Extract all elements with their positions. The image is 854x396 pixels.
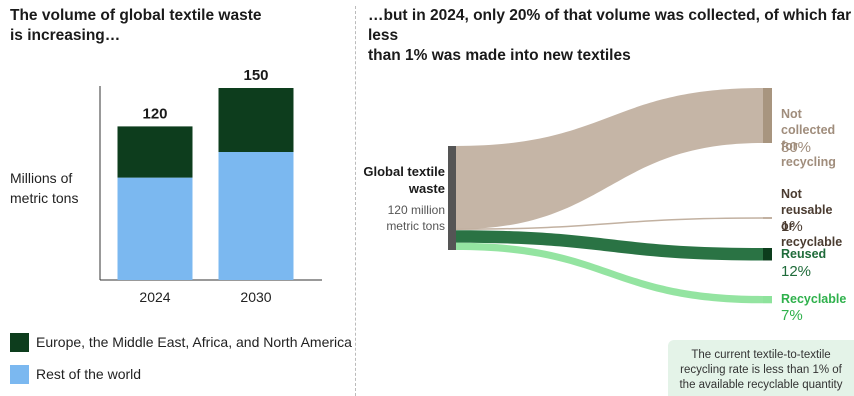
sankey-flow-0 — [456, 88, 763, 230]
legend-label-rest: Rest of the world — [36, 366, 142, 382]
sankey-flow-1 — [455, 217, 764, 230]
sankey-flow-2 — [456, 230, 763, 261]
target-percent-reused: 12% — [781, 263, 812, 280]
sankey-target-node-2 — [763, 248, 772, 261]
bar-total-label-2030: 150 — [243, 67, 268, 84]
bar-europe-2024 — [117, 126, 193, 178]
sankey-source-node — [448, 146, 456, 250]
panel-divider — [355, 6, 356, 396]
bar-rest-2024 — [117, 177, 193, 280]
target-percent-not-collected: 80% — [781, 139, 812, 156]
left-title: The volume of global textile waste is in… — [10, 7, 262, 44]
right-title: …but in 2024, only 20% of that volume wa… — [368, 7, 852, 64]
sankey-target-node-3 — [763, 296, 772, 304]
y-axis-label: Millions of metric tons — [10, 170, 79, 206]
legend-label-europe: Europe, the Middle East, Africa, and Nor… — [36, 334, 352, 350]
bar-europe-2030 — [218, 88, 294, 152]
recycling-rate-note: The current textile-to-textile recycling… — [668, 340, 854, 396]
source-node-sublabel: 120 million metric tons — [386, 203, 445, 233]
x-tick-label-2030: 2030 — [240, 289, 271, 305]
bar-total-label-2024: 120 — [142, 105, 167, 122]
bar-rest-2030 — [218, 152, 294, 280]
sankey-target-node-0 — [763, 88, 772, 143]
sankey-flow-3 — [456, 242, 763, 304]
target-label-not-reusable: Not reusable or recyclable — [781, 187, 843, 249]
x-tick-label-2024: 2024 — [139, 289, 170, 305]
target-percent-recyclable: 7% — [781, 307, 803, 324]
target-label-recyclable: Recyclable — [781, 292, 847, 306]
legend-swatch-rest — [10, 365, 29, 384]
sankey-target-node-1 — [763, 217, 772, 219]
target-label-not-collected: Not collected for recycling — [781, 107, 836, 169]
source-node-label: Global textile waste — [363, 164, 445, 196]
target-label-reused: Reused — [781, 247, 827, 261]
target-percent-not-reusable: 1% — [781, 218, 803, 235]
legend-swatch-europe — [10, 333, 29, 352]
stacked-bar-chart: 120 2024 150 2030 — [99, 67, 322, 305]
